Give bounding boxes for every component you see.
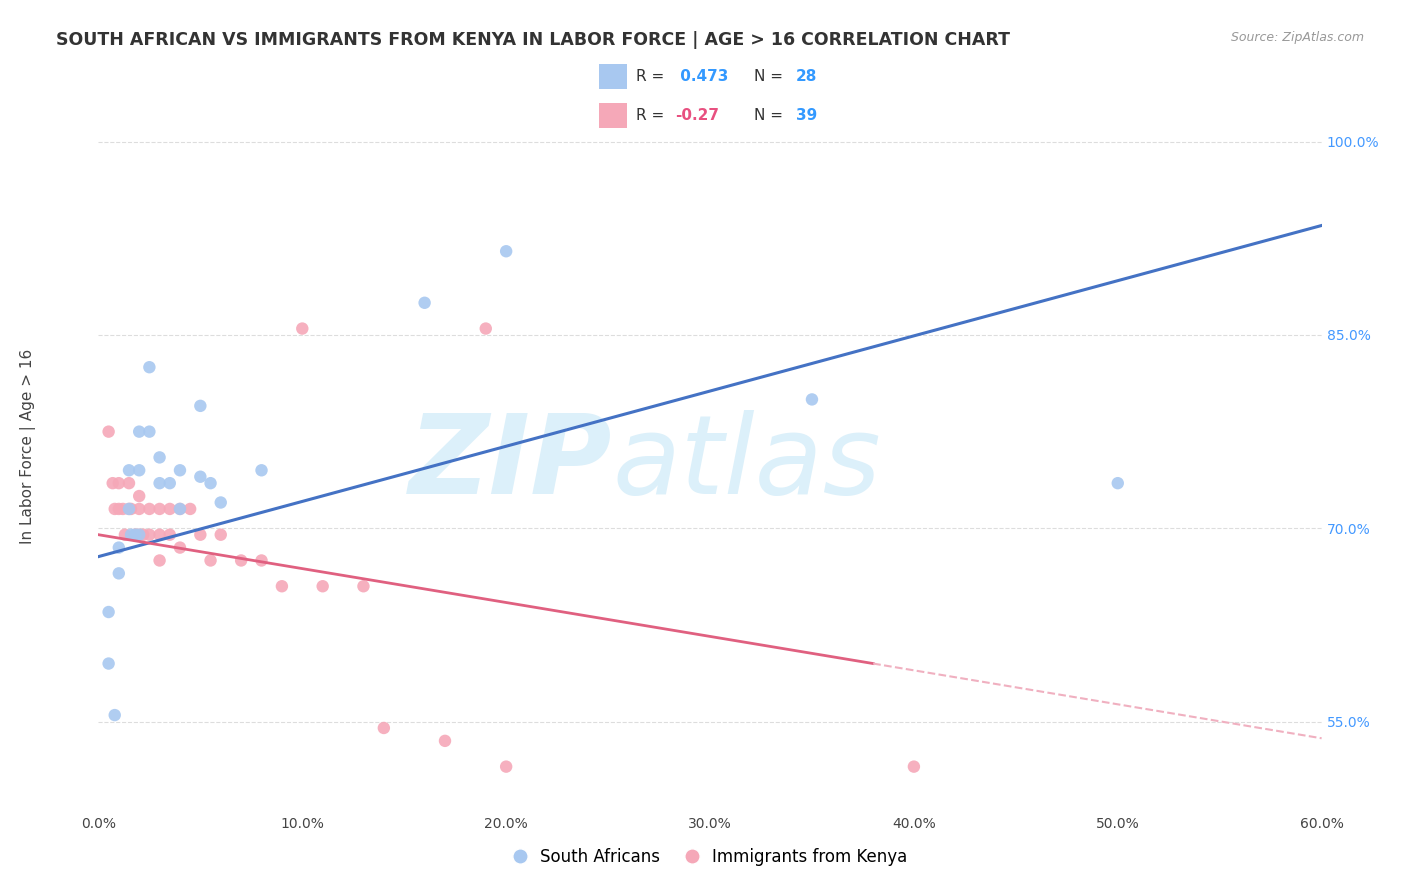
Point xyxy=(495,244,517,259)
Point xyxy=(200,553,222,567)
Point xyxy=(801,392,824,407)
Point xyxy=(128,502,150,516)
Point xyxy=(495,759,517,773)
Point xyxy=(188,527,212,541)
Text: R =: R = xyxy=(636,69,669,84)
Point xyxy=(270,579,294,593)
Point xyxy=(97,425,120,439)
Point xyxy=(169,541,191,555)
Point xyxy=(128,463,150,477)
Bar xyxy=(599,103,627,128)
Point xyxy=(118,463,141,477)
Point xyxy=(159,502,181,516)
Text: N =: N = xyxy=(754,108,787,123)
Point xyxy=(111,502,134,516)
Point xyxy=(1107,476,1129,491)
Point xyxy=(149,502,172,516)
Point xyxy=(179,502,201,516)
Point xyxy=(138,360,160,375)
Point xyxy=(169,463,191,477)
Point xyxy=(169,502,191,516)
Point xyxy=(200,476,222,491)
Point xyxy=(118,502,141,516)
Point xyxy=(104,708,127,723)
Point xyxy=(128,489,150,503)
Point xyxy=(149,553,172,567)
Text: In Labor Force | Age > 16: In Labor Force | Age > 16 xyxy=(20,349,37,543)
Point xyxy=(101,476,124,491)
Text: SOUTH AFRICAN VS IMMIGRANTS FROM KENYA IN LABOR FORCE | AGE > 16 CORRELATION CHA: SOUTH AFRICAN VS IMMIGRANTS FROM KENYA I… xyxy=(56,31,1011,49)
Point xyxy=(114,527,136,541)
Point xyxy=(474,321,498,335)
Text: Source: ZipAtlas.com: Source: ZipAtlas.com xyxy=(1230,31,1364,45)
Point xyxy=(108,476,131,491)
Point xyxy=(124,527,146,541)
Point xyxy=(120,527,142,541)
Point xyxy=(108,566,131,581)
Text: R =: R = xyxy=(636,108,669,123)
Legend: South Africans, Immigrants from Kenya: South Africans, Immigrants from Kenya xyxy=(506,842,914,873)
Point xyxy=(149,527,172,541)
Text: 0.473: 0.473 xyxy=(675,69,728,84)
Text: ZIP: ZIP xyxy=(409,410,612,517)
Point xyxy=(231,553,253,567)
Point xyxy=(138,527,160,541)
Point xyxy=(128,425,150,439)
Point xyxy=(128,527,150,541)
Text: atlas: atlas xyxy=(612,410,880,517)
Point xyxy=(124,527,146,541)
Point xyxy=(159,527,181,541)
Point xyxy=(118,476,141,491)
Point xyxy=(159,476,181,491)
Point xyxy=(413,295,436,310)
Point xyxy=(108,502,131,516)
Point xyxy=(138,502,160,516)
Point xyxy=(209,527,232,541)
Point xyxy=(188,469,212,483)
Point xyxy=(149,476,172,491)
Point xyxy=(120,502,142,516)
Point xyxy=(132,527,155,541)
Text: N =: N = xyxy=(754,69,787,84)
Point xyxy=(104,502,127,516)
Bar xyxy=(599,63,627,89)
Point xyxy=(169,502,191,516)
Point xyxy=(138,425,160,439)
Point xyxy=(118,502,141,516)
Point xyxy=(250,463,273,477)
Point xyxy=(250,553,273,567)
Point xyxy=(128,527,150,541)
Point xyxy=(373,721,395,735)
Point xyxy=(434,734,457,748)
Text: -0.27: -0.27 xyxy=(675,108,718,123)
Point xyxy=(97,605,120,619)
Text: 39: 39 xyxy=(796,108,817,123)
Text: 28: 28 xyxy=(796,69,817,84)
Point xyxy=(352,579,374,593)
Point xyxy=(149,450,172,465)
Point xyxy=(209,495,232,509)
Point xyxy=(312,579,335,593)
Point xyxy=(291,321,314,335)
Point xyxy=(97,657,120,671)
Point xyxy=(188,399,212,413)
Point xyxy=(108,541,131,555)
Point xyxy=(903,759,925,773)
